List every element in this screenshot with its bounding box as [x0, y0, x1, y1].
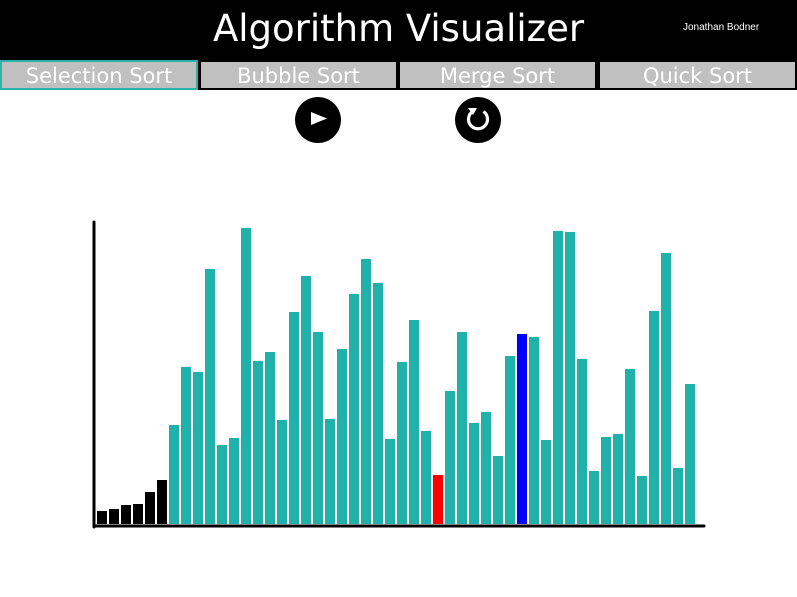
bar-47: [661, 253, 671, 524]
bar-11: [229, 438, 239, 524]
bar-4: [145, 492, 155, 524]
bar-23: [373, 283, 383, 524]
bar-18: [313, 332, 323, 524]
app-header: Algorithm Visualizer Jonathan Bodner: [0, 0, 797, 60]
bar-44: [625, 369, 635, 524]
bar-17: [301, 276, 311, 524]
author-credit: Jonathan Bodner: [683, 22, 760, 33]
tab-merge-sort[interactable]: Merge Sort: [398, 60, 597, 90]
bar-20: [337, 349, 347, 524]
bar-37: [541, 440, 551, 524]
bar-14: [265, 352, 275, 524]
bar-24: [385, 439, 395, 524]
bar-40: [577, 359, 587, 524]
bar-3: [133, 504, 143, 524]
bars-group: [97, 228, 695, 524]
tab-quick-sort[interactable]: Quick Sort: [598, 60, 797, 90]
tab-bubble-sort[interactable]: Bubble Sort: [199, 60, 398, 90]
bar-49: [685, 384, 695, 524]
bar-41: [589, 471, 599, 524]
bar-42: [601, 437, 611, 524]
bar-46: [649, 311, 659, 524]
bar-39: [565, 232, 575, 524]
algorithm-tabs: Selection Sort Bubble Sort Merge Sort Qu…: [0, 60, 797, 90]
reset-button[interactable]: [455, 97, 501, 143]
bar-34: [505, 356, 515, 524]
bar-0: [97, 511, 107, 524]
bar-45: [637, 476, 647, 524]
bar-19: [325, 419, 335, 524]
bar-26: [409, 320, 419, 524]
bar-22: [361, 259, 371, 524]
bar-28: [433, 475, 443, 524]
bar-25: [397, 362, 407, 524]
bar-27: [421, 431, 431, 524]
bar-10: [217, 445, 227, 524]
bar-31: [469, 423, 479, 524]
bar-29: [445, 391, 455, 524]
tab-selection-sort[interactable]: Selection Sort: [0, 60, 198, 90]
bar-1: [109, 509, 119, 524]
bar-7: [181, 367, 191, 524]
bar-12: [241, 228, 251, 524]
bar-2: [121, 505, 131, 524]
bar-48: [673, 468, 683, 524]
bar-35: [517, 334, 527, 524]
bar-43: [613, 434, 623, 524]
reset-icon: [466, 108, 490, 131]
bar-36: [529, 337, 539, 524]
bar-9: [205, 269, 215, 524]
bar-16: [289, 312, 299, 524]
bar-6: [169, 425, 179, 524]
bar-21: [349, 294, 359, 524]
bar-38: [553, 231, 563, 524]
bar-15: [277, 420, 287, 524]
bar-13: [253, 361, 263, 524]
bar-32: [481, 412, 491, 524]
bar-8: [193, 372, 203, 524]
bar-33: [493, 456, 503, 524]
play-icon: [311, 112, 327, 125]
bar-5: [157, 480, 167, 524]
app-title: Algorithm Visualizer: [212, 7, 585, 50]
bar-30: [457, 332, 467, 524]
play-button[interactable]: [295, 97, 341, 143]
